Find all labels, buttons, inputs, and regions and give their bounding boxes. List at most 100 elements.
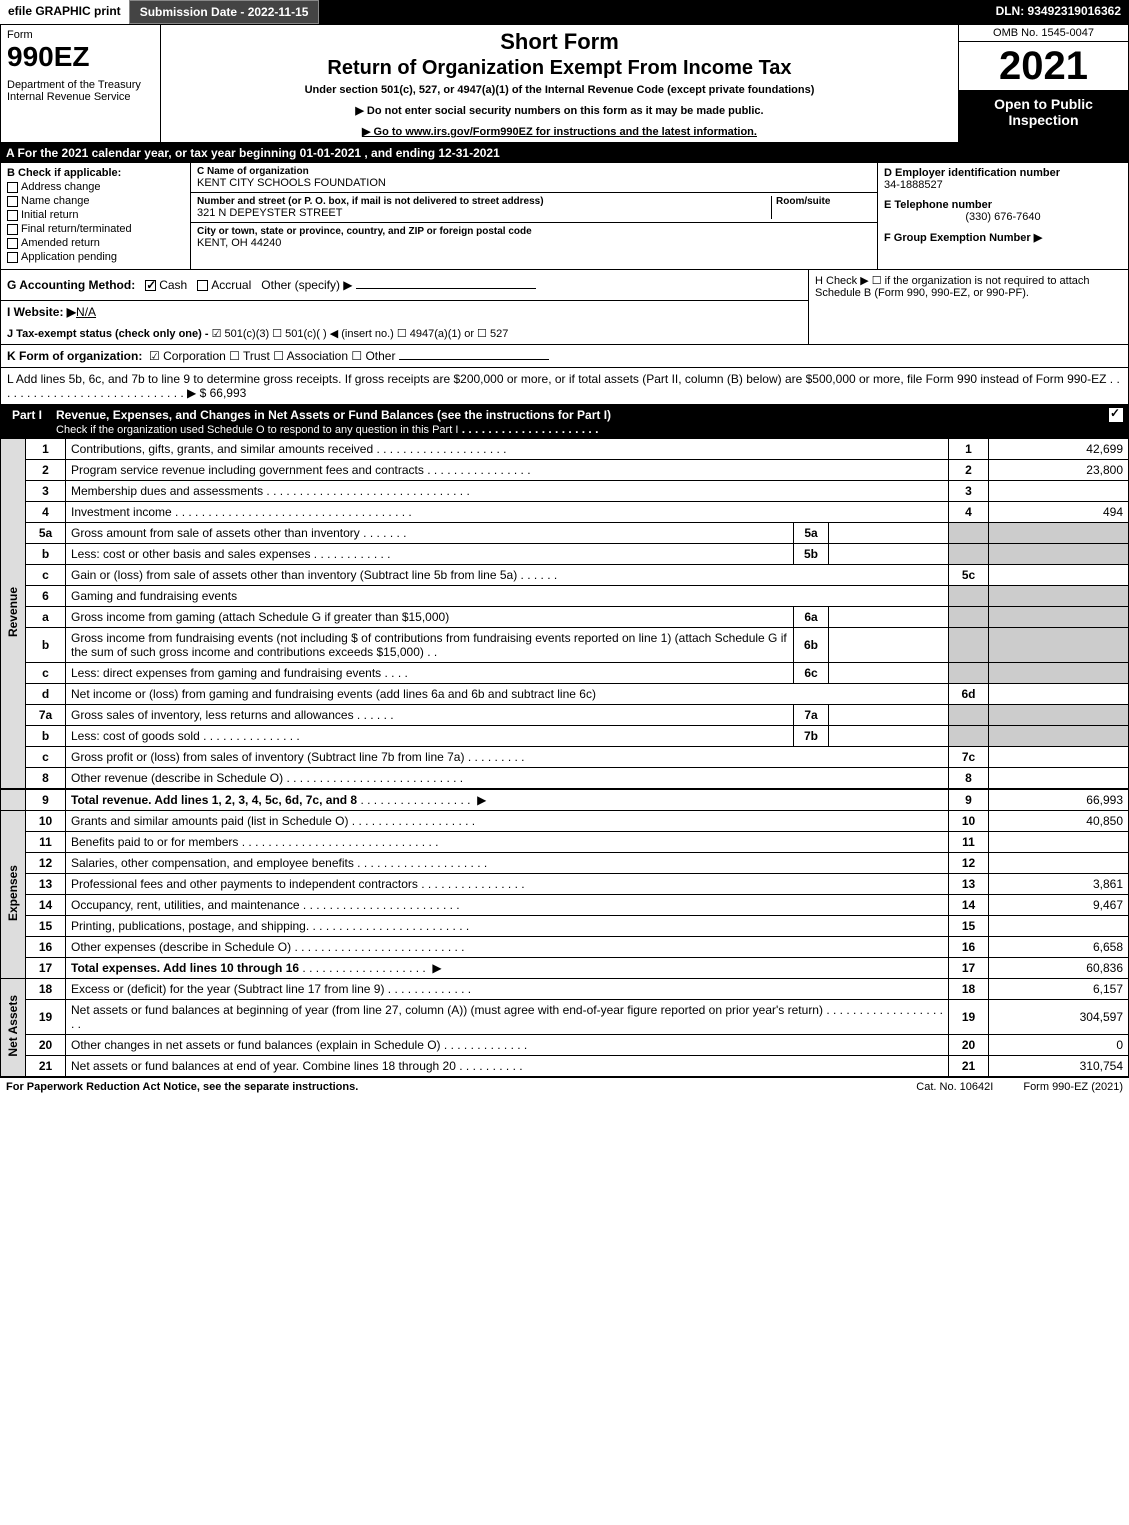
form-subtitle: Under section 501(c), 527, or 4947(a)(1)… [171,84,948,96]
line-21-value: 310,754 [989,1056,1129,1077]
line-8-value [989,768,1129,790]
org-name: KENT CITY SCHOOLS FOUNDATION [197,177,871,189]
revenue-vlabel: Revenue [1,439,26,789]
section-b: B Check if applicable: Address change Na… [1,163,191,269]
line-16-rnum: 16 [949,937,989,958]
line-7c-num: c [26,747,66,768]
line-3-num: 3 [26,481,66,502]
line-4-desc: Investment income . . . . . . . . . . . … [66,502,949,523]
line-9-desc: Total revenue. Add lines 1, 2, 3, 4, 5c,… [66,789,949,811]
instruction-2: ▶ Go to www.irs.gov/Form990EZ for instru… [171,125,948,138]
line-6b-subval [829,628,949,663]
line-6c-num: c [26,663,66,684]
line-2-num: 2 [26,460,66,481]
line-18-rnum: 18 [949,979,989,1000]
department-label: Department of the Treasury Internal Reve… [7,79,154,103]
expenses-vlabel: Expenses [1,811,26,979]
check-address-change: Address change [7,181,184,193]
header-right: OMB No. 1545-0047 2021 Open to Public In… [958,25,1128,142]
check-initial-return: Initial return [7,209,184,221]
line-6c-subnum: 6c [794,663,829,684]
open-to-public: Open to Public Inspection [959,90,1128,142]
omb-number: OMB No. 1545-0047 [959,25,1128,42]
spacer [319,0,987,24]
efile-label: efile GRAPHIC print [0,0,129,24]
ein-value: 34-1888527 [884,179,1122,191]
line-5a-rval [989,523,1129,544]
line-14-num: 14 [26,895,66,916]
form-title: Return of Organization Exempt From Incom… [171,57,948,80]
line-7c-desc: Gross profit or (loss) from sales of inv… [66,747,949,768]
line-11-rnum: 11 [949,832,989,853]
section-f: F Group Exemption Number ▶ [884,231,1122,244]
line-9-num: 9 [26,789,66,811]
section-j: J Tax-exempt status (check only one) - ☑… [1,323,808,344]
line-6a-subval [829,607,949,628]
line-13-num: 13 [26,874,66,895]
line-13-rnum: 13 [949,874,989,895]
line-2-desc: Program service revenue including govern… [66,460,949,481]
line-6b-rnum [949,628,989,663]
section-g: G Accounting Method: Cash Accrual Other … [1,270,808,301]
line-6a-num: a [26,607,66,628]
line-15-desc: Printing, publications, postage, and shi… [66,916,949,937]
form-word: Form [7,29,154,41]
line-5b-subval [829,544,949,565]
section-i: I Website: ▶N/A [1,301,808,323]
line-1-num: 1 [26,439,66,460]
line-19-num: 19 [26,1000,66,1035]
line-15-value [989,916,1129,937]
line-3-value [989,481,1129,502]
line-6-desc: Gaming and fundraising events [66,586,949,607]
line-3-desc: Membership dues and assessments . . . . … [66,481,949,502]
line-10-rnum: 10 [949,811,989,832]
line-5b-rval [989,544,1129,565]
line-6d-desc: Net income or (loss) from gaming and fun… [66,684,949,705]
section-e: E Telephone number (330) 676-7640 [884,199,1122,223]
line-7c-rnum: 7c [949,747,989,768]
line-20-rnum: 20 [949,1035,989,1056]
line-20-desc: Other changes in net assets or fund bala… [66,1035,949,1056]
line-7a-rval [989,705,1129,726]
line-13-desc: Professional fees and other payments to … [66,874,949,895]
city-row: City or town, state or province, country… [191,223,877,252]
org-name-label: C Name of organization [197,166,871,177]
line-6a-subnum: 6a [794,607,829,628]
section-ghi: G Accounting Method: Cash Accrual Other … [0,270,1129,345]
line-14-rnum: 14 [949,895,989,916]
revenue-vlabel-end [1,789,26,811]
line-7a-num: 7a [26,705,66,726]
line-16-desc: Other expenses (describe in Schedule O) … [66,937,949,958]
street-row: Number and street (or P. O. box, if mail… [191,193,877,223]
line-12-desc: Salaries, other compensation, and employ… [66,853,949,874]
lines-table: Revenue 1 Contributions, gifts, grants, … [0,439,1129,1077]
line-6d-rnum: 6d [949,684,989,705]
part-1-title: Revenue, Expenses, and Changes in Net As… [56,408,1109,436]
line-5b-num: b [26,544,66,565]
line-12-num: 12 [26,853,66,874]
section-h: H Check ▶ ☐ if the organization is not r… [808,270,1128,344]
line-8-desc: Other revenue (describe in Schedule O) .… [66,768,949,790]
netassets-vlabel: Net Assets [1,979,26,1077]
header-left: Form 990EZ Department of the Treasury In… [1,25,161,142]
line-a: A For the 2021 calendar year, or tax yea… [0,143,1129,163]
part-1-checkbox [1109,408,1123,422]
line-21-rnum: 21 [949,1056,989,1077]
line-5a-subval [829,523,949,544]
footer-left: For Paperwork Reduction Act Notice, see … [6,1081,886,1093]
line-17-desc: Total expenses. Add lines 10 through 16 … [66,958,949,979]
line-4-rnum: 4 [949,502,989,523]
line-19-rnum: 19 [949,1000,989,1035]
line-7a-desc: Gross sales of inventory, less returns a… [66,705,794,726]
part-1-header: Part I Revenue, Expenses, and Changes in… [0,405,1129,439]
line-11-num: 11 [26,832,66,853]
line-6b-subnum: 6b [794,628,829,663]
submission-date: Submission Date - 2022-11-15 [129,0,320,24]
header-middle: Short Form Return of Organization Exempt… [161,25,958,142]
line-4-num: 4 [26,502,66,523]
line-7b-subval [829,726,949,747]
section-k: K Form of organization: ☑ Corporation ☐ … [0,345,1129,368]
line-12-rnum: 12 [949,853,989,874]
line-16-num: 16 [26,937,66,958]
line-1-rnum: 1 [949,439,989,460]
